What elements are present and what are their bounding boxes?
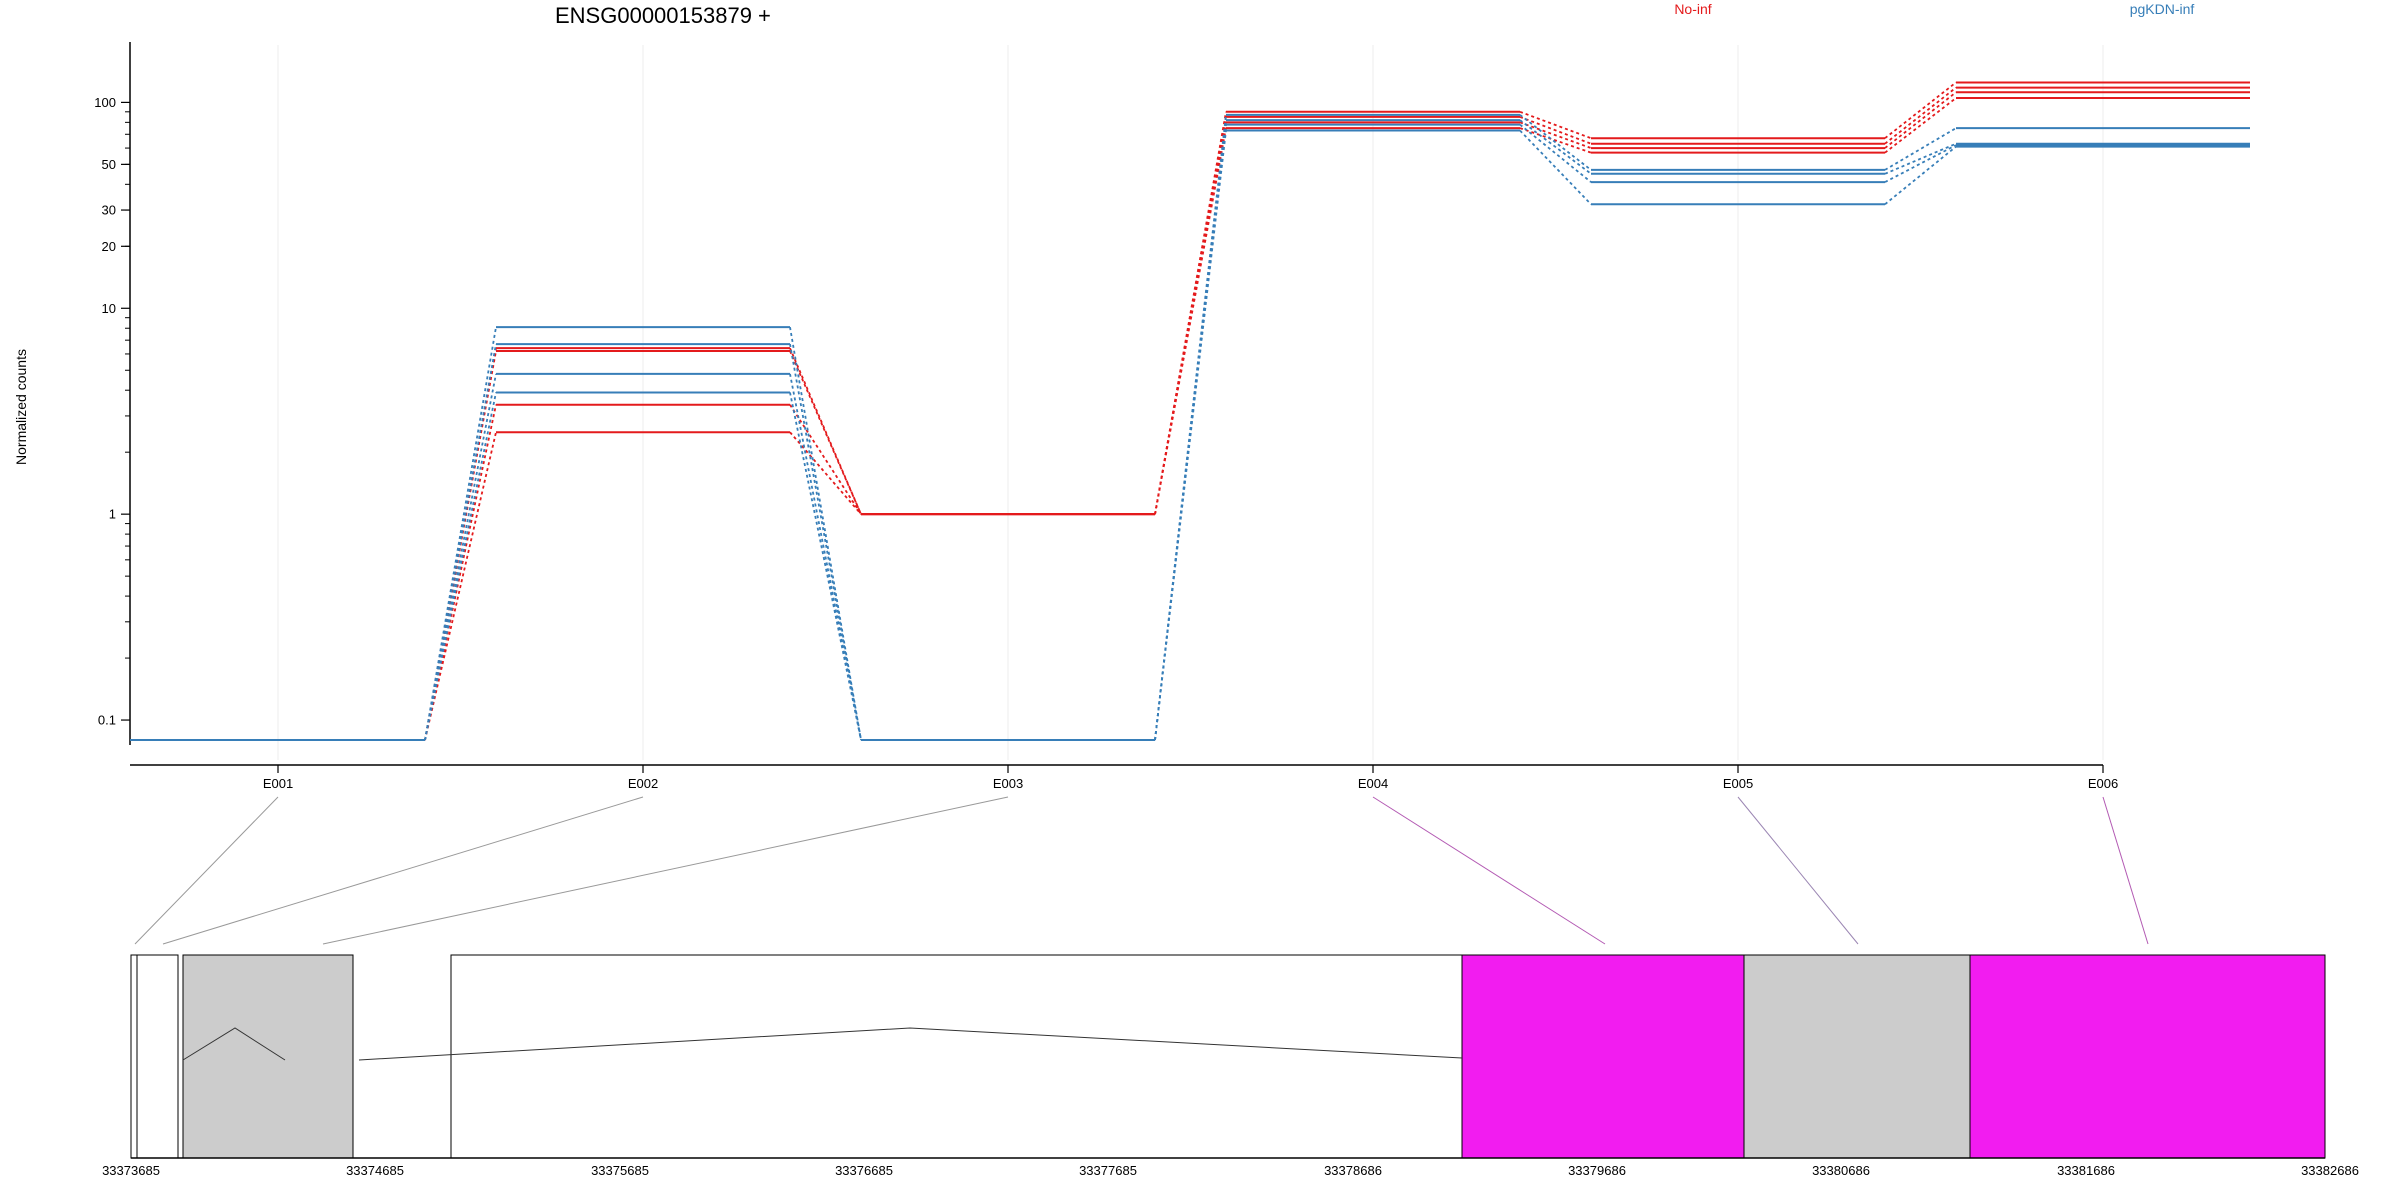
series-6	[130, 123, 2250, 741]
series-1-connector-4	[1884, 86, 1957, 145]
legend: No-inf pgKDN-inf	[1674, 1, 2194, 17]
x-tick-label-E003: E003	[993, 776, 1023, 791]
intron-1	[182, 1027, 286, 1061]
legend-item-0: No-inf	[1674, 1, 1711, 17]
intron-2	[358, 1027, 1463, 1061]
series-2-connector-0	[424, 404, 497, 741]
x-tick-label-E004: E004	[1358, 776, 1388, 791]
connector-E003	[322, 796, 1009, 945]
series-0-connector-4	[1884, 81, 1957, 139]
series-6-connector-1	[789, 373, 862, 741]
series-2	[130, 91, 2250, 741]
series-1	[130, 86, 2250, 741]
exon-E005	[1743, 954, 1971, 1159]
series-2-connector-3	[1519, 121, 1592, 149]
exon-E004	[1461, 954, 1745, 1159]
coordinate-label-2: 33375685	[591, 1163, 649, 1178]
series-4-connector-0	[424, 326, 497, 741]
x-tick-label-E002: E002	[628, 776, 658, 791]
y-tick-label-2: 10	[102, 301, 116, 316]
x-tick-label-E006: E006	[2088, 776, 2118, 791]
series-5	[130, 119, 2250, 741]
y-tick-label-3: 20	[102, 239, 116, 254]
exon-E003	[450, 954, 1463, 1159]
series-lines	[130, 81, 2250, 741]
x-tick-label-E005: E005	[1723, 776, 1753, 791]
series-4-connector-1	[789, 326, 862, 741]
x-axis: E001 E002 E003 E004 E005 E006	[130, 764, 2118, 791]
coordinate-label-8: 33381686	[2057, 1163, 2115, 1178]
coordinate-label-7: 33380686	[1812, 1163, 1870, 1178]
series-0	[130, 81, 2250, 741]
series-7-connector-2	[1154, 130, 1227, 741]
series-4-connector-4	[1884, 127, 1957, 171]
series-7-connector-3	[1519, 129, 1592, 205]
legend-item-1: pgKDN-inf	[2130, 1, 2195, 17]
series-5-connector-4	[1884, 142, 1957, 175]
chart-title: ENSG00000153879 +	[555, 3, 771, 28]
coordinate-label-3: 33376685	[835, 1163, 893, 1178]
y-tick-label-5: 50	[102, 157, 116, 172]
connector-E002	[162, 796, 644, 945]
series-0-connector-3	[1519, 110, 1592, 140]
gridlines	[277, 45, 2104, 760]
series-3-connector-3	[1519, 127, 1592, 154]
coordinate-label-4: 33377685	[1079, 1163, 1137, 1178]
series-7-connector-0	[424, 392, 497, 741]
series-1-connector-1	[789, 347, 862, 515]
y-tick-label-0: 0.1	[98, 713, 116, 728]
connector-E001	[134, 796, 279, 945]
series-6-connector-3	[1519, 123, 1592, 183]
y-tick-label-6: 100	[94, 95, 116, 110]
coordinate-label-0: 33373685	[102, 1163, 160, 1178]
connector-E006	[2102, 796, 2149, 945]
series-2-connector-4	[1884, 91, 1957, 149]
series-5-connector-0	[424, 343, 497, 741]
exon-E001	[130, 954, 179, 1159]
series-3-connector-2	[1154, 127, 1227, 515]
exon-edge	[130, 954, 138, 1159]
coordinate-label-6: 33379686	[1568, 1163, 1626, 1178]
y-tick-label-1: 1	[109, 507, 116, 522]
coordinate-label-5: 33378686	[1324, 1163, 1382, 1178]
exon-E002	[182, 954, 354, 1159]
series-3	[130, 97, 2250, 741]
series-3-connector-1	[789, 431, 862, 515]
x-tick-label-E001: E001	[263, 776, 293, 791]
y-axis: 0.1 1 10 20 30 50 100	[94, 42, 131, 745]
y-tick-label-4: 30	[102, 203, 116, 218]
coordinate-label-9: 33382686	[2301, 1163, 2359, 1178]
series-7-connector-1	[789, 392, 862, 741]
series-3-connector-0	[424, 432, 497, 741]
y-axis-label: Normalized counts	[13, 349, 29, 465]
series-7-connector-4	[1884, 145, 1957, 205]
series-1-connector-3	[1519, 116, 1592, 145]
series-4-connector-3	[1519, 114, 1592, 171]
connector-E004	[1372, 796, 1606, 945]
connector-E005	[1737, 796, 1859, 945]
coordinate-label-1: 33374685	[346, 1163, 404, 1178]
series-5-connector-1	[789, 343, 862, 741]
series-7	[130, 129, 2250, 741]
series-5-connector-3	[1519, 119, 1592, 175]
gene-model: 33373685 33374685 33375685 33376685 33377685…	[102, 796, 2359, 1178]
series-3-connector-4	[1884, 97, 1957, 154]
series-6-connector-4	[1884, 144, 1957, 183]
exon-E006	[1969, 954, 2326, 1159]
series-2-connector-1	[789, 404, 862, 515]
